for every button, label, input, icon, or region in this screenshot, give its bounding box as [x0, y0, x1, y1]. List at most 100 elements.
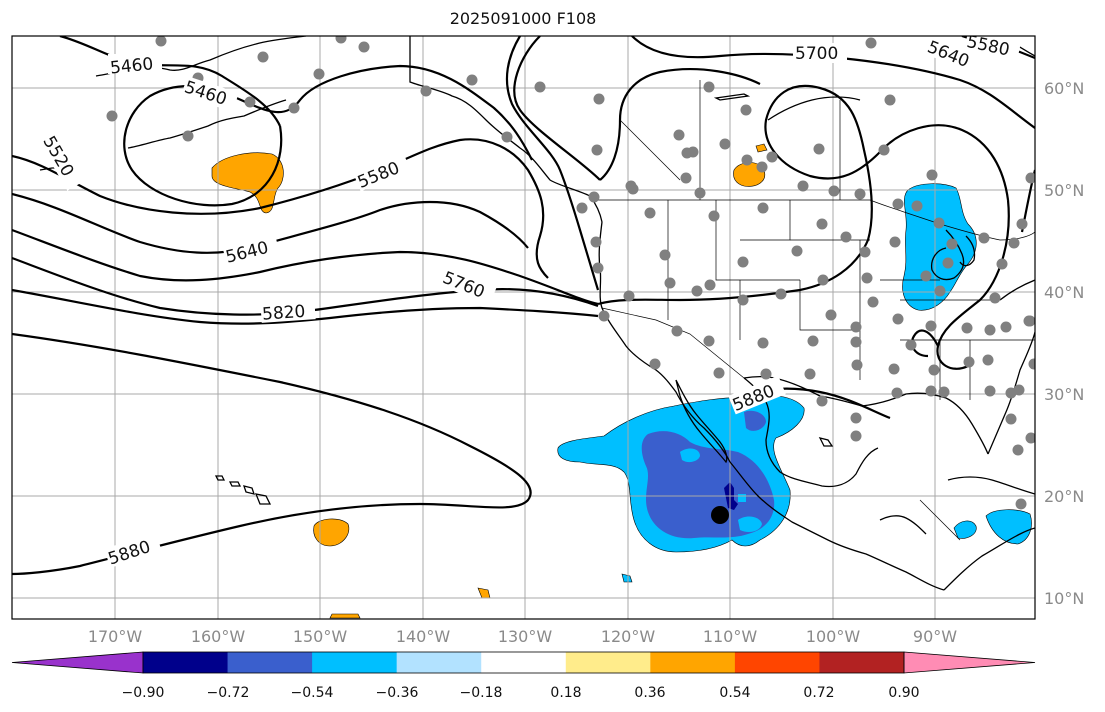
- negative-anomaly-region: [621, 573, 633, 583]
- lon-label: 160°W: [191, 627, 246, 646]
- latitude-labels: 60°N 50°N 40°N 30°N 20°N 10°N: [1044, 79, 1084, 608]
- lon-label: 90°W: [913, 627, 957, 646]
- station-marker: [740, 104, 752, 116]
- station-marker: [861, 272, 873, 284]
- station-marker: [911, 200, 923, 212]
- colorbar-tick-label: −0.18: [460, 685, 503, 701]
- station-marker: [257, 51, 269, 63]
- station-marker: [760, 368, 772, 380]
- station-marker: [867, 296, 879, 308]
- station-marker: [591, 144, 603, 156]
- station-marker: [680, 172, 692, 184]
- colorbar-tick-label: 0.90: [888, 685, 919, 701]
- station-marker: [1008, 237, 1020, 249]
- positive-anomaly-region: [329, 613, 361, 619]
- lat-label: 40°N: [1044, 283, 1084, 302]
- station-marker: [737, 294, 749, 306]
- station-marker: [623, 290, 635, 302]
- station-marker: [934, 285, 946, 297]
- station-markers: [106, 36, 1035, 510]
- station-marker: [1024, 315, 1035, 327]
- station-marker: [664, 277, 676, 289]
- colorbar-tick-label: 0.36: [634, 685, 665, 701]
- station-marker: [659, 249, 671, 261]
- station-marker: [766, 151, 778, 163]
- station-marker: [791, 245, 803, 257]
- station-marker: [946, 238, 958, 250]
- station-marker: [649, 358, 661, 370]
- station-marker: [813, 143, 825, 155]
- positive-anomaly-region: [755, 143, 768, 153]
- colorbar-segment: [396, 652, 482, 673]
- positive-anomaly-region: [313, 518, 350, 547]
- colorbar-tick-label: 0.72: [803, 685, 834, 701]
- negative-anomaly-region: [680, 448, 700, 463]
- lat-label: 10°N: [1044, 589, 1084, 608]
- negative-anomaly-region: [641, 431, 775, 539]
- station-marker: [807, 335, 819, 347]
- station-marker: [942, 257, 954, 269]
- station-marker: [1028, 358, 1035, 370]
- colorbar-segment: [227, 652, 313, 673]
- negative-anomaly-region: [738, 494, 746, 502]
- station-marker: [892, 198, 904, 210]
- graticule: [12, 36, 1035, 619]
- station-marker: [592, 262, 604, 274]
- station-marker: [106, 110, 118, 122]
- negative-anomaly-region: [985, 509, 1032, 545]
- colorbar-segment: [734, 652, 820, 673]
- station-marker: [892, 313, 904, 325]
- station-marker: [797, 180, 809, 192]
- station-marker: [928, 364, 940, 376]
- political-borders: [592, 80, 1035, 541]
- lon-label: 130°W: [498, 627, 553, 646]
- station-marker: [850, 430, 862, 442]
- contour-label: 5820: [262, 302, 307, 325]
- station-marker: [1025, 432, 1035, 444]
- colorbar-extension-high: [903, 651, 1036, 674]
- colorbar-tick-label: 0.18: [550, 685, 581, 701]
- station-marker: [1000, 321, 1012, 333]
- station-marker: [925, 385, 937, 397]
- station-marker: [501, 131, 513, 143]
- storm-center-marker: [711, 506, 729, 524]
- lat-label: 20°N: [1044, 487, 1084, 506]
- station-marker: [244, 96, 256, 108]
- station-marker: [673, 129, 685, 141]
- station-marker: [757, 202, 769, 214]
- station-marker: [1015, 498, 1027, 510]
- station-marker: [182, 130, 194, 142]
- station-marker: [708, 210, 720, 222]
- station-marker: [961, 322, 973, 334]
- station-marker: [576, 202, 588, 214]
- station-marker: [850, 321, 862, 333]
- station-marker: [865, 37, 877, 49]
- station-marker: [982, 354, 994, 366]
- lat-label: 60°N: [1044, 79, 1084, 98]
- station-marker: [590, 236, 602, 248]
- station-marker: [703, 81, 715, 93]
- station-marker: [155, 36, 167, 47]
- station-marker: [828, 185, 840, 197]
- station-marker: [694, 187, 706, 199]
- lat-label: 30°N: [1044, 385, 1084, 404]
- station-marker: [1025, 172, 1035, 184]
- station-marker: [925, 320, 937, 332]
- station-marker: [756, 161, 768, 173]
- map-frame: [11, 35, 1036, 620]
- colorbar-ticks: −0.90 −0.72 −0.54 −0.36 −0.18 0.18 0.36 …: [122, 685, 920, 701]
- station-marker: [884, 94, 896, 106]
- station-marker: [627, 183, 639, 195]
- station-marker: [703, 335, 715, 347]
- station-marker: [593, 93, 605, 105]
- station-marker: [978, 232, 990, 244]
- station-marker: [840, 231, 852, 243]
- station-marker: [889, 236, 901, 248]
- station-marker: [335, 36, 347, 44]
- station-marker: [888, 363, 900, 375]
- station-marker: [466, 74, 478, 86]
- station-marker: [905, 339, 917, 351]
- station-marker: [704, 279, 716, 291]
- station-marker: [989, 292, 1001, 304]
